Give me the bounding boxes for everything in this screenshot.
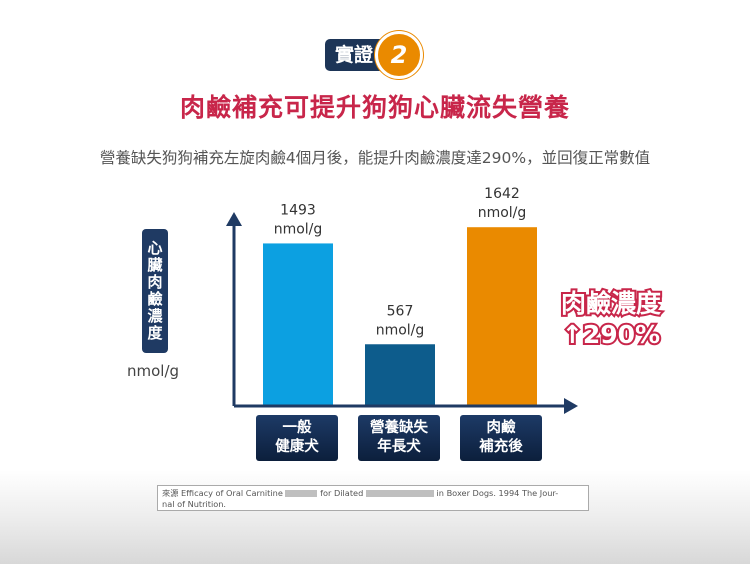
bar-0 <box>263 243 333 406</box>
category-label-healthy: 一般 健康犬 <box>256 415 338 461</box>
category-line: 補充後 <box>479 439 523 455</box>
y-axis-label-char: 濃 <box>147 307 163 325</box>
increase-callout: 肉鹼濃度 ↑290% <box>559 287 663 351</box>
bar-unit-label: nmol/g <box>274 221 323 237</box>
category-line: 健康犬 <box>275 439 319 455</box>
page-title: 肉鹼補充可提升狗狗心臟流失營養 <box>179 93 570 122</box>
bar-unit-label: nmol/g <box>478 205 527 221</box>
y-axis-label-char: 心 <box>147 239 163 257</box>
y-axis-label: 心 臟 肉 鹼 濃 度 <box>142 229 168 353</box>
page-subtitle: 營養缺失狗狗補充左旋肉鹼4個月後，能提升肉鹼濃度達290%，並回復正常數值 <box>99 149 651 167</box>
bar-2 <box>467 227 537 406</box>
badge-number: 2 <box>375 31 424 79</box>
category-line: 年長犬 <box>377 439 421 455</box>
callout-line-2: ↑290% <box>560 318 662 351</box>
redaction-block <box>365 490 434 497</box>
source-text: 來源 Efficacy of Oral Carnitine <box>162 488 283 498</box>
callout-line-1: 肉鹼濃度 <box>559 287 663 320</box>
source-citation: 來源 Efficacy of Oral Carnitine for Dilate… <box>157 485 589 511</box>
y-axis-label-char: 鹼 <box>147 290 163 308</box>
bar-1 <box>365 344 435 406</box>
category-label-supplemented: 肉鹼 補充後 <box>460 415 542 461</box>
y-axis-arrow <box>226 212 242 226</box>
y-axis-label-char: 度 <box>147 324 163 342</box>
category-line: 肉鹼 <box>486 420 516 436</box>
bar-value-label: 1493 <box>280 202 316 218</box>
bar-value-label: 1642 <box>484 186 520 202</box>
y-axis-label-char: 臟 <box>147 256 163 274</box>
evidence-badge: 實證 2 <box>325 31 424 79</box>
bar-unit-label: nmol/g <box>376 322 425 338</box>
bar-value-label: 567 <box>387 303 414 319</box>
source-text: in Boxer Dogs. 1994 The Jour- <box>436 488 559 498</box>
category-label-deficient: 營養缺失 年長犬 <box>358 415 440 461</box>
badge-label: 實證 <box>325 39 382 71</box>
x-axis-arrow <box>564 398 578 414</box>
category-line: 一般 <box>282 420 312 436</box>
category-line: 營養缺失 <box>370 420 428 436</box>
y-axis-label-char: 肉 <box>147 273 163 291</box>
source-text: for Dilated <box>320 488 364 498</box>
y-axis-unit: nmol/g <box>127 362 180 380</box>
source-text: nal of Nutrition. <box>162 499 227 509</box>
redaction-block <box>285 490 318 497</box>
